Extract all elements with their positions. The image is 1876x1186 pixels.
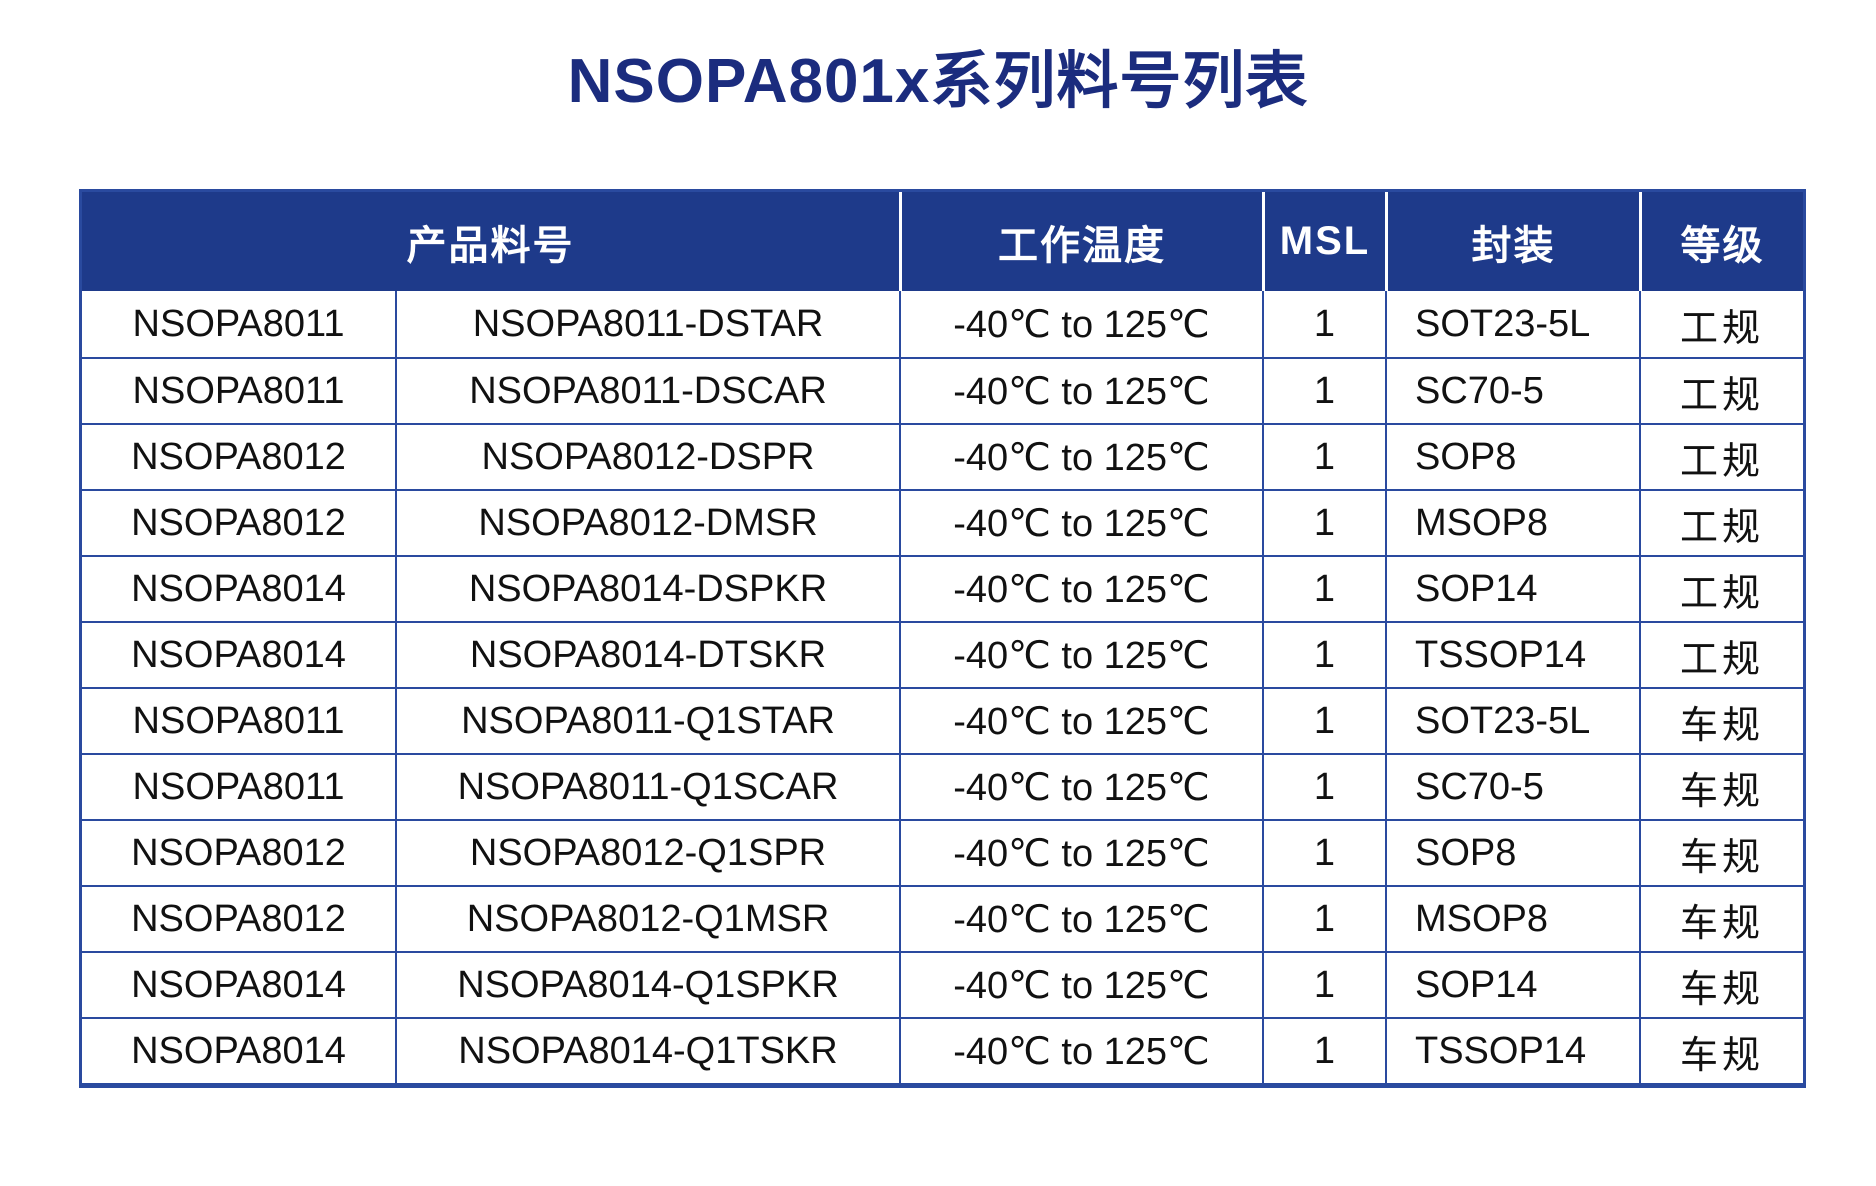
cell-part: NSOPA8012-DMSR — [395, 489, 899, 555]
table-row: NSOPA8011 NSOPA8011-Q1STAR -40℃ to 125℃ 1 SO… — [82, 687, 1803, 753]
table-header: 产品料号 工作温度 MSL 封装 等级 — [82, 192, 1803, 291]
cell-part: NSOPA8012-DSPR — [395, 423, 899, 489]
page-title: NSOPA801x系列料号列表 — [567, 47, 1309, 116]
cell-package: SC70-5 — [1385, 753, 1639, 819]
table-row: NSOPA8011 NSOPA8011-DSTAR -40℃ to 125℃ 1 SOT… — [82, 291, 1803, 357]
header-msl: MSL — [1262, 192, 1385, 291]
cell-msl: 1 — [1262, 951, 1385, 1017]
table-row: NSOPA8012 NSOPA8012-DMSR -40℃ to 125℃ 1 MSOP… — [82, 489, 1803, 555]
cell-family: NSOPA8011 — [132, 302, 345, 345]
header-row: 产品料号 工作温度 MSL 封装 等级 — [82, 192, 1803, 291]
cell-msl: 1 — [1262, 819, 1385, 885]
table-row: NSOPA8012 NSOPA8012-Q1SPR -40℃ to 125℃ 1 SOP… — [82, 819, 1803, 885]
cell-family: NSOPA8014 — [82, 1017, 395, 1083]
cell-family: NSOPA8014 — [82, 621, 395, 687]
cell-package: SOP8 — [1385, 423, 1639, 489]
cell-family: NSOPA8012 — [82, 885, 395, 951]
cell-part: NSOPA8014-Q1SPKR — [395, 951, 899, 1017]
header-grade: 等级 — [1639, 192, 1803, 291]
cell-package: SOT23-5L — [1385, 687, 1639, 753]
cell-temp: -40℃ to 125℃ — [899, 1017, 1262, 1083]
cell-part: NSOPA8014-DSPKR — [395, 555, 899, 621]
cell-temp: -40℃ to 125℃ — [899, 357, 1262, 423]
cell-msl: 1 — [1262, 291, 1385, 357]
cell-family: NSOPA8011 — [82, 357, 395, 423]
header-temperature: 工作温度 — [899, 192, 1262, 291]
cell-part: NSOPA8012-Q1MSR — [395, 885, 899, 951]
cell-grade: 工规 — [1639, 621, 1803, 687]
cell-grade: 工规 — [1639, 489, 1803, 555]
cell-package: SOT23-5L — [1385, 291, 1639, 357]
cell-package: SOP8 — [1385, 819, 1639, 885]
cell-temp: -40℃ to 125℃ — [899, 621, 1262, 687]
header-package: 封装 — [1385, 192, 1639, 291]
cell-grade: 工规 — [1639, 423, 1803, 489]
cell-part: NSOPA8011-DSCAR — [395, 357, 899, 423]
cell-grade: 工规 — [1639, 555, 1803, 621]
cell-family: NSOPA8014 — [82, 555, 395, 621]
cell-grade: 工规 — [1639, 291, 1803, 357]
header-part-number: 产品料号 — [82, 192, 899, 291]
cell-package: TSSOP14 — [1385, 621, 1639, 687]
table-row: NSOPA8014 NSOPA8014-DTSKR -40℃ to 125℃ 1 TSS… — [82, 621, 1803, 687]
cell-temp: -40℃ to 125℃ — [899, 489, 1262, 555]
cell-temp: -40℃ to 125℃ — [899, 819, 1262, 885]
cell-package: TSSOP14 — [1385, 1017, 1639, 1083]
cell-temp: -40℃ to 125℃ — [899, 555, 1262, 621]
cell-msl: 1 — [1262, 555, 1385, 621]
table-row: NSOPA8011 NSOPA8011-Q1SCAR -40℃ to 125℃ 1 SC… — [82, 753, 1803, 819]
cell-part: NSOPA8011-Q1SCAR — [395, 753, 899, 819]
cell-temp: -40℃ to 125℃ — [899, 687, 1262, 753]
cell-grade: 车规 — [1639, 687, 1803, 753]
cell-temp: -40℃ to 125℃ — [899, 291, 1262, 357]
cell-temp: -40℃ to 125℃ — [899, 753, 1262, 819]
cell-grade: 工规 — [1639, 357, 1803, 423]
cell-package: SOP14 — [1385, 951, 1639, 1017]
table-row: NSOPA8011 NSOPA8011-DSCAR -40℃ to 125℃ 1 SC7… — [82, 357, 1803, 423]
cell-family: NSOPA8012 — [82, 819, 395, 885]
cell-package: MSOP8 — [1385, 489, 1639, 555]
cell-part: NSOPA8012-Q1SPR — [395, 819, 899, 885]
cell-grade: 车规 — [1639, 1017, 1803, 1083]
cell-msl: 1 — [1262, 687, 1385, 753]
cell-package: SC70-5 — [1385, 357, 1639, 423]
cell-family: NSOPA8011 — [82, 753, 395, 819]
cell-part: NSOPA8011-DSTAR — [395, 291, 899, 357]
table-row: NSOPA8012 NSOPA8012-DSPR -40℃ to 125℃ 1 SOP8… — [82, 423, 1803, 489]
cell-msl: 1 — [1262, 621, 1385, 687]
cell-msl: 1 — [1262, 753, 1385, 819]
part-number-table: 产品料号 工作温度 MSL 封装 等级 NSOPA8011 NSOPA8011-D… — [79, 189, 1806, 1088]
cell-msl: 1 — [1262, 489, 1385, 555]
cell-family: NSOPA8014 — [82, 951, 395, 1017]
cell-grade: 车规 — [1639, 951, 1803, 1017]
cell-part: NSOPA8014-DTSKR — [395, 621, 899, 687]
cell-temp: -40℃ to 125℃ — [899, 951, 1262, 1017]
cell-temp: -40℃ to 125℃ — [899, 885, 1262, 951]
table-body: NSOPA8011 NSOPA8011-DSTAR -40℃ to 125℃ 1 SOT… — [82, 291, 1803, 1083]
cell-msl: 1 — [1262, 423, 1385, 489]
cell-family: NSOPA8012 — [82, 489, 395, 555]
table-row: NSOPA8012 NSOPA8012-Q1MSR -40℃ to 125℃ 1 MSO… — [82, 885, 1803, 951]
table-row: NSOPA8014 NSOPA8014-Q1SPKR -40℃ to 125℃ 1 SO… — [82, 951, 1803, 1017]
cell-grade: 车规 — [1639, 885, 1803, 951]
cell-package: SOP14 — [1385, 555, 1639, 621]
table-row: NSOPA8014 NSOPA8014-DSPKR -40℃ to 125℃ 1 SOP… — [82, 555, 1803, 621]
table-row: NSOPA8014 NSOPA8014-Q1TSKR -40℃ to 125℃ 1 TS… — [82, 1017, 1803, 1083]
cell-family: NSOPA8012 — [82, 423, 395, 489]
cell-family: NSOPA8011 — [82, 687, 395, 753]
cell-package: MSOP8 — [1385, 885, 1639, 951]
cell-msl: 1 — [1262, 885, 1385, 951]
cell-part: NSOPA8011-Q1STAR — [395, 687, 899, 753]
cell-msl: 1 — [1262, 1017, 1385, 1083]
cell-grade: 车规 — [1639, 753, 1803, 819]
cell-part: NSOPA8014-Q1TSKR — [395, 1017, 899, 1083]
cell-grade: 车规 — [1639, 819, 1803, 885]
cell-msl: 1 — [1262, 357, 1385, 423]
cell-temp: -40℃ to 125℃ — [899, 423, 1262, 489]
